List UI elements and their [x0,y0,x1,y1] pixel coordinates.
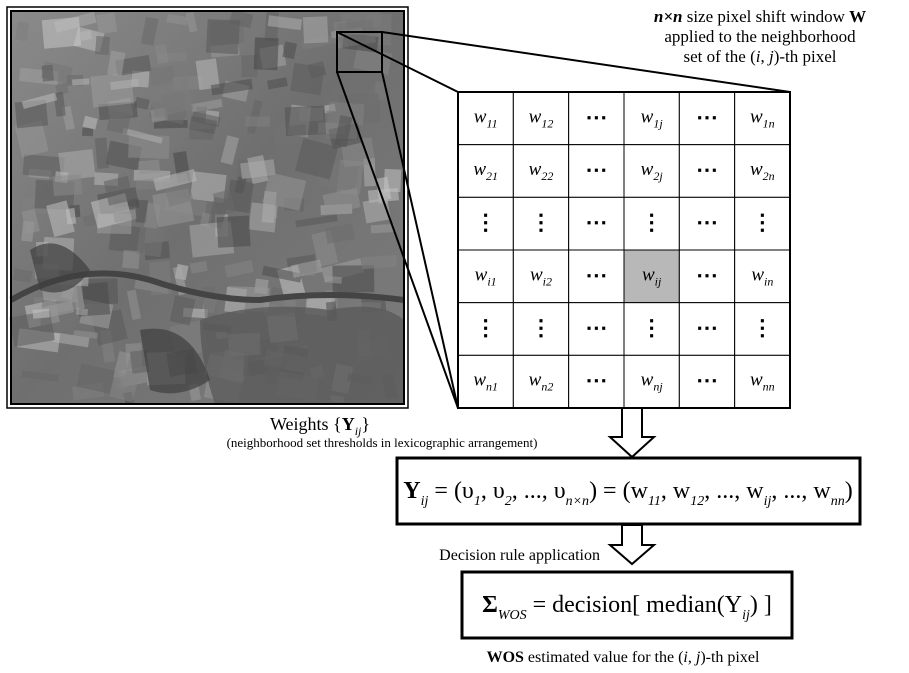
cell-symbol: ⋯ [696,210,718,235]
eq-sub: 12 [690,494,704,509]
cell-symbol: ⋯ [585,262,607,287]
eq-text: = (υ [428,478,473,504]
cell-sub: 12 [541,116,553,130]
cell-sub: in [764,274,773,288]
cell-symbol: ⋯ [696,315,718,340]
cell-symbol: ⋮ [475,315,497,340]
cell-sub: i1 [487,274,496,288]
cell-base: w [475,264,488,285]
cell-symbol: ⋮ [641,315,663,340]
eq-text: , ..., υ [512,478,566,504]
cell-base: w [530,264,543,285]
cell-base: w [529,106,542,127]
eq-text: , w [661,478,691,504]
result-caption: WOS estimated value for the (i, j)-th pi… [487,649,760,666]
caption-top-2: applied to the neighborhood [664,27,856,46]
cell-sub: 11 [486,116,497,130]
cell-base: w [641,159,654,180]
cell-sub: ij [655,274,662,288]
weights-note: (neighborhood set thresholds in lexicogr… [227,435,538,450]
cell-base: w [529,159,542,180]
window-grid: w11w12⋯w1j⋯w1nw21w22⋯w2j⋯w2n⋮⋮⋯⋮⋯⋮wi1wi2… [458,92,790,408]
diagram: w11w12⋯w1j⋯w1nw21w22⋯w2j⋯w2n⋮⋮⋯⋮⋯⋮wi1wi2… [0,0,909,673]
eq-text: ) = (w [589,478,649,504]
cell-sub: n2 [541,380,553,394]
eq-sub: 11 [648,494,661,509]
cell-sub: 22 [541,169,553,183]
cell-base: w [641,106,654,127]
eq-sub: n×n [566,494,589,509]
cell-symbol: ⋮ [751,315,773,340]
cell-sub: i2 [543,274,552,288]
cell-symbol: ⋯ [696,157,718,182]
eq-text: Y [403,478,420,504]
cell-symbol: ⋯ [585,104,607,129]
eq-text: ) [845,478,853,504]
eq-sub: 1 [474,494,481,509]
cell-base: w [642,264,655,285]
eq-sub: ij [742,608,750,623]
cell-base: w [529,370,542,391]
eq-text: , ..., w [704,478,764,504]
eq-sub: ij [421,494,429,509]
arrow-down-1 [610,408,654,457]
cell-base: w [641,370,654,391]
cell-sub: nn [763,380,775,394]
cell-base: w [751,264,764,285]
eq-text: = decision[ median(Y [527,592,742,618]
cell-base: w [750,106,763,127]
eq-text: , υ [481,478,505,504]
cell-sub: 1n [763,116,775,130]
eq-sub: nn [831,494,845,509]
cell-base: w [473,159,486,180]
satellite-image [9,10,404,404]
caption-top-1: n×n size pixel shift window W [654,7,866,26]
cell-symbol: ⋯ [585,368,607,393]
cell-symbol: ⋯ [696,262,718,287]
cell-base: w [474,106,487,127]
cell-sub: nj [653,380,663,394]
cell-symbol: ⋯ [585,157,607,182]
cell-base: w [750,370,763,391]
cell-symbol: ⋮ [530,210,552,235]
cell-base: w [750,159,763,180]
cell-symbol: ⋯ [585,210,607,235]
cell-symbol: ⋮ [641,210,663,235]
cell-symbol: ⋯ [696,104,718,129]
cell-base: w [473,370,486,391]
cell-symbol: ⋯ [696,368,718,393]
cell-sub: n1 [486,380,498,394]
cell-sub: 1j [653,116,663,130]
cell-sub: 2j [653,169,663,183]
eq-text: Σ [482,592,498,618]
decision-label: Decision rule application [439,547,600,564]
eq-sub: 2 [505,494,512,509]
cell-sub: 21 [486,169,498,183]
cell-sub: 2n [763,169,775,183]
eq-sub: ij [764,494,772,509]
cell-symbol: ⋮ [530,315,552,340]
cell-symbol: ⋯ [585,315,607,340]
caption-top-3: set of the (i, j)-th pixel [684,47,837,66]
eq-text: , ..., w [771,478,831,504]
cell-symbol: ⋮ [751,210,773,235]
cell-symbol: ⋮ [475,210,497,235]
eq-sub: WOS [498,608,527,623]
eq-text: ) ] [750,592,772,618]
arrow-down-2 [610,525,654,564]
